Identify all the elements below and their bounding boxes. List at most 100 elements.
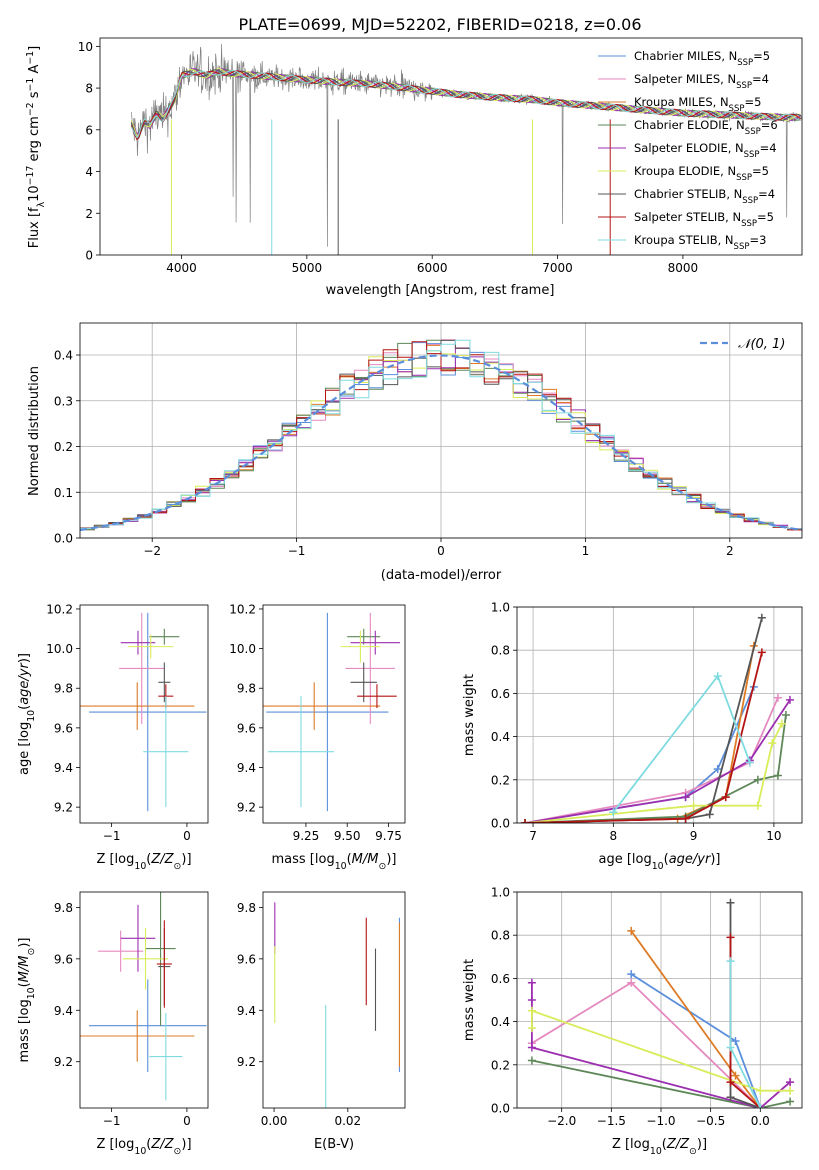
- plot-area: [130, 43, 802, 255]
- y-tick-label: 0.2: [491, 1058, 510, 1072]
- y-tick-label: 9.2: [54, 801, 73, 815]
- weight-point-marker: [731, 1037, 740, 1046]
- x-tick-label: 0.0: [751, 1114, 770, 1128]
- y-tick-label: 10.2: [46, 602, 73, 616]
- normal-reference-curve: [80, 354, 802, 532]
- weight-vs-age-ylabel: mass weight: [462, 674, 477, 756]
- weight-point-marker: [721, 793, 730, 802]
- axes-frame: [79, 604, 209, 824]
- axes-frame: [516, 606, 803, 824]
- legend-label-salpeter-miles: Salpeter MILES, NSSP=4: [634, 72, 769, 91]
- weight-point-marker: [781, 711, 790, 719]
- errorbar-kroupa-stelib: [143, 696, 189, 808]
- weight-point-marker: [681, 793, 690, 802]
- x-tick-label: 9.75: [375, 829, 402, 843]
- age-vs-mass-xlabel: mass [log10(M/M⊙)]: [272, 852, 397, 872]
- mass-vs-ebv-xlabel: E(B-V): [314, 1137, 354, 1152]
- weight-point-marker: [731, 1071, 740, 1080]
- y-tick-label: 0.3: [54, 394, 73, 408]
- errorbar-salpeter-stelib: [156, 920, 172, 1008]
- weight-series-kroupa-stelib: [726, 957, 765, 1108]
- y-tick-label: 9.4: [54, 761, 73, 775]
- residuals-ylabel: Normed distribution: [27, 366, 42, 496]
- weight-point-marker: [777, 719, 786, 728]
- x-tick-label: −1: [103, 1114, 121, 1128]
- weight-point-marker: [705, 810, 714, 819]
- y-tick-label: 1.0: [491, 601, 510, 615]
- x-tick-label: −1: [103, 829, 121, 843]
- y-tick-label: 0.4: [491, 1015, 510, 1029]
- x-tick-label: 0: [183, 1114, 191, 1128]
- x-tick-label: 0: [183, 829, 191, 843]
- errorbar-chabrier-miles: [89, 612, 207, 812]
- weight-series-salpeter-stelib: [521, 648, 766, 823]
- weight-point-marker: [773, 771, 782, 780]
- weight-line: [524, 714, 787, 823]
- errorbar-kroupa-miles: [263, 682, 381, 730]
- y-tick-label: 9.8: [54, 682, 73, 696]
- hist-step-kroupa-stelib: [80, 339, 802, 530]
- legend-label-chabrier-elodie: Chabrier ELODIE, NSSP=6: [634, 118, 778, 137]
- weight-point-marker: [726, 1043, 735, 1052]
- weight-point-marker: [521, 819, 530, 823]
- spectrum-ylabel: Flux [fλ10−17 erg cm−2 s−1 A−1]: [25, 46, 47, 248]
- errorbar-kroupa-elodie: [340, 630, 381, 663]
- y-tick-label: 2: [85, 207, 93, 221]
- errorbar-chabrier-miles: [89, 979, 207, 1072]
- age-vs-Z-axes: −1 0 9.2 9.4 9.6 9.8 10.0 10.2: [46, 602, 209, 843]
- weight-point-marker: [768, 739, 777, 748]
- y-tick-label: 9.6: [237, 952, 256, 966]
- y-tick-label: 0: [85, 249, 93, 263]
- y-tick-label: 9.4: [237, 1004, 256, 1018]
- weight-point-marker: [627, 978, 636, 987]
- weight-point-marker: [726, 957, 735, 966]
- y-tick-label: 6: [85, 123, 93, 137]
- axes-frame: [262, 604, 406, 824]
- weight-line: [630, 930, 762, 1108]
- weight-point-marker: [527, 996, 536, 1004]
- weight-point-marker: [726, 1093, 735, 1102]
- mass-vs-Z-axes: −1 0 9.2 9.4 9.6 9.8: [54, 891, 209, 1128]
- y-tick-label: 9.8: [54, 901, 73, 915]
- weight-point-marker: [713, 765, 722, 773]
- y-tick-label: 9.8: [237, 682, 256, 696]
- y-tick-label: 0.6: [491, 687, 510, 701]
- y-tick-label: 0.0: [54, 532, 73, 546]
- weight-point-marker: [689, 801, 698, 810]
- y-tick-label: 9.6: [54, 721, 73, 735]
- legend-label-chabrier-stelib: Chabrier STELIB, NSSP=4: [634, 187, 775, 206]
- residuals-axes: −2 −1 0 1 2 0.0 0.1 0.2 0.3 0.4: [54, 322, 803, 558]
- legend-label-normal: 𝒩(0, 1): [738, 337, 785, 352]
- errorbar-chabrier-miles: [266, 612, 389, 812]
- mass-vs-Z-xlabel: Z [log10(Z/Z⊙)]: [96, 1137, 191, 1157]
- mass-vs-Z-ylabel: mass [log10(M/M⊙)]: [17, 938, 37, 1063]
- weight-series-kroupa-elodie: [527, 1006, 795, 1095]
- spectrum-axes: 4000 5000 6000 7000 8000 0 2 4 6 8 10: [78, 37, 803, 275]
- weight-point-marker: [756, 1086, 765, 1095]
- weight-vs-Z-ylabel: mass weight: [462, 959, 477, 1041]
- y-tick-label: 9.2: [237, 801, 256, 815]
- weight-point-marker: [785, 695, 794, 704]
- errorbar-salpeter-miles: [119, 612, 165, 724]
- age-vs-Z-xlabel: Z [log10(Z/Z⊙)]: [96, 852, 191, 872]
- residuals-xlabel: (data-model)/error: [381, 568, 502, 583]
- legend-label-kroupa-stelib: Kroupa STELIB, NSSP=3: [634, 233, 766, 252]
- weight-point-marker: [726, 1078, 735, 1087]
- errorbar-kroupa-elodie: [122, 928, 169, 990]
- weight-point-marker: [713, 672, 722, 681]
- weight-point-marker: [527, 978, 536, 987]
- x-tick-label: 2: [726, 544, 734, 558]
- model-line-kroupa-stelib: [130, 69, 801, 139]
- weight-point-marker: [753, 775, 762, 784]
- legend-label-kroupa-miles: Kroupa MILES, NSSP=5: [634, 95, 761, 114]
- plot-area: [80, 339, 802, 532]
- x-tick-label: 9: [690, 829, 698, 843]
- y-tick-label: 0.8: [491, 644, 510, 658]
- weight-line: [524, 652, 763, 823]
- weight-line: [524, 686, 755, 823]
- x-tick-label: 9.25: [293, 829, 320, 843]
- y-tick-label: 0.2: [54, 440, 73, 454]
- y-tick-label: 9.8: [237, 901, 256, 915]
- x-tick-label: −2: [143, 544, 161, 558]
